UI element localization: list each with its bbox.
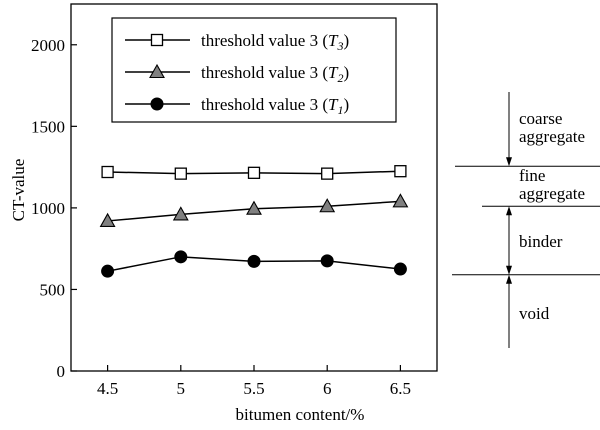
y-tick-label: 2000 bbox=[31, 36, 65, 55]
legend: threshold value 3 (T3) threshold value 3 … bbox=[111, 17, 397, 123]
data-point bbox=[320, 254, 334, 268]
legend-label: threshold value 3 (T2) bbox=[201, 63, 349, 85]
region-label: coarse aggregate bbox=[519, 109, 585, 146]
x-tick-label: 5.5 bbox=[243, 379, 264, 398]
data-point bbox=[174, 167, 187, 180]
x-tick-label: 5 bbox=[177, 379, 186, 398]
y-tick-label: 1500 bbox=[31, 117, 65, 136]
series-1 bbox=[101, 165, 407, 180]
data-point bbox=[99, 212, 116, 227]
arrow-head bbox=[506, 274, 512, 284]
arrow-head bbox=[506, 157, 512, 167]
data-point bbox=[101, 165, 114, 179]
data-point bbox=[394, 165, 407, 178]
data-point bbox=[319, 198, 336, 213]
legend-label: threshold value 3 (T1) bbox=[201, 95, 349, 117]
data-point bbox=[321, 167, 334, 180]
data-point bbox=[247, 166, 261, 179]
x-tick-label: 6.5 bbox=[390, 379, 411, 398]
plot-area: 0 500 1000 1500 2000 4.5 5 5.5 6 6.5 bbox=[31, 3, 438, 398]
legend-marker bbox=[149, 63, 165, 79]
y-tick-label: 500 bbox=[40, 280, 66, 299]
x-tick-label: 6 bbox=[323, 379, 332, 398]
y-tick-label: 0 bbox=[57, 362, 66, 381]
region-label: void bbox=[519, 304, 550, 323]
series-3 bbox=[101, 250, 407, 278]
data-point bbox=[392, 193, 409, 208]
data-point bbox=[172, 206, 189, 221]
legend-marker bbox=[150, 97, 164, 111]
y-tick-label: 1000 bbox=[31, 199, 65, 218]
legend-marker bbox=[150, 33, 164, 47]
series-2 bbox=[99, 193, 409, 227]
data-point bbox=[393, 262, 407, 276]
region-label: fine aggregate bbox=[519, 166, 585, 203]
region-annotations: coarse aggregate fine aggregate binder void bbox=[452, 92, 600, 348]
data-point bbox=[174, 250, 188, 264]
x-tick-label: 4.5 bbox=[97, 379, 118, 398]
arrow-head bbox=[506, 206, 512, 216]
arrow-head bbox=[506, 265, 512, 275]
legend-label: threshold value 3 (T3) bbox=[201, 31, 349, 53]
region-label: binder bbox=[519, 232, 563, 251]
data-point bbox=[246, 200, 262, 215]
data-point bbox=[247, 254, 261, 268]
x-axis-title: bitumen content/% bbox=[236, 405, 365, 424]
y-axis-title: CT-value bbox=[9, 159, 28, 222]
data-point bbox=[101, 264, 115, 278]
